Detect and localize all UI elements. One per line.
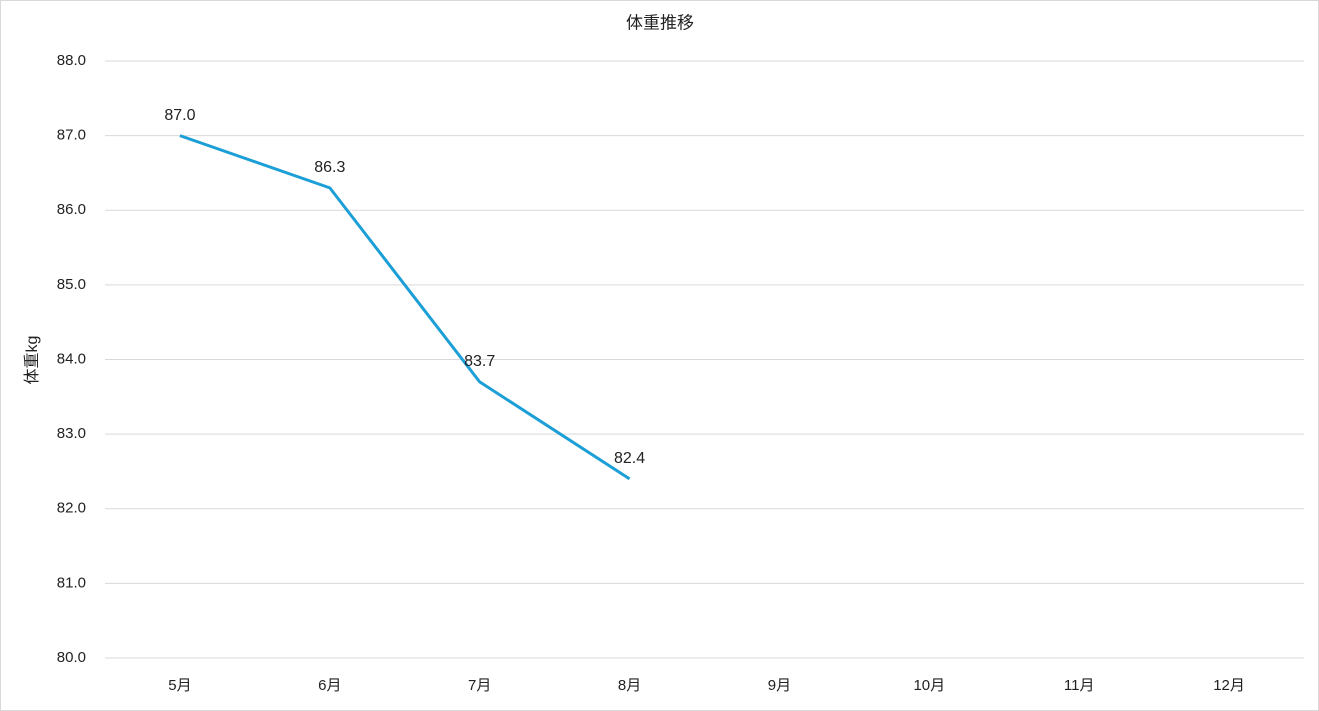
chart-title: 体重推移 [626, 13, 694, 32]
data-label: 83.7 [464, 353, 495, 370]
x-tick-label: 5月 [168, 677, 191, 694]
data-label: 87.0 [164, 107, 195, 124]
y-tick-label: 82.0 [57, 500, 86, 517]
y-tick-label: 88.0 [57, 52, 86, 69]
y-tick-label: 85.0 [57, 276, 86, 293]
line [179, 134, 631, 481]
y-axis-label: 体重kg [23, 336, 41, 385]
data-label: 86.3 [314, 159, 345, 176]
y-tick-label: 80.0 [57, 649, 86, 666]
y-tick-label: 86.0 [57, 201, 86, 218]
y-tick-label: 81.0 [57, 574, 86, 591]
x-tick-label: 12月 [1213, 677, 1245, 694]
x-tick-label: 10月 [913, 677, 945, 694]
x-tick-label: 9月 [768, 677, 791, 694]
x-tick-label: 8月 [618, 677, 641, 694]
x-tick-label: 11月 [1064, 677, 1095, 694]
x-tick-label: 6月 [318, 677, 341, 694]
y-tick-label: 87.0 [57, 127, 86, 144]
y-tick-label: 83.0 [57, 425, 86, 442]
data-label: 82.4 [614, 450, 645, 467]
y-tick-label: 84.0 [57, 350, 86, 367]
x-tick-label: 7月 [468, 677, 491, 694]
